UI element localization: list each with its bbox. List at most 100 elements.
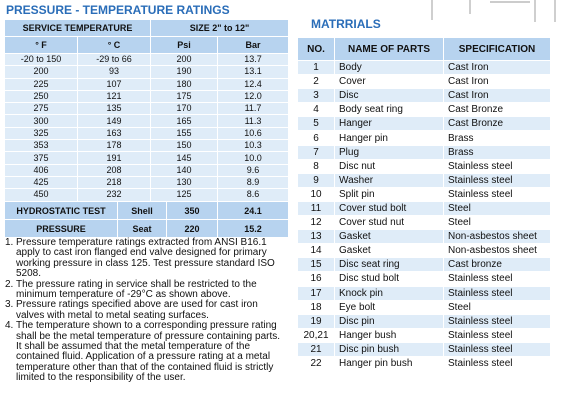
cell: 4	[298, 103, 334, 117]
row: 2 Cover Cast Iron	[298, 75, 550, 89]
cell: Steel	[444, 300, 550, 314]
cell: 375	[5, 152, 77, 164]
cell: 10.6	[218, 127, 288, 140]
row: 14 Gasket Non-asbestos sheet	[298, 244, 550, 258]
cell: 6	[298, 131, 334, 145]
cell: 300	[5, 115, 77, 127]
cell: 12.0	[218, 90, 288, 103]
cell: Cover stud nut	[335, 216, 443, 230]
cell: 406	[5, 164, 77, 176]
cell: -29 to 66	[78, 54, 150, 66]
cell: 16	[298, 272, 334, 286]
cell: Cast bronze	[444, 258, 550, 272]
cell: 7	[298, 145, 334, 159]
cell: 178	[78, 140, 150, 152]
cell: 10	[298, 187, 334, 201]
row: 19 Disc pin Stainless steel	[298, 314, 550, 328]
cell: 140	[151, 164, 217, 176]
row: 425 218 130 8.9	[5, 176, 288, 189]
cell: Cast Iron	[444, 61, 550, 75]
cell: 170	[151, 103, 217, 115]
header-cell: SIZE 2" to 12"	[151, 20, 288, 36]
cell: Non-asbestos sheet	[444, 230, 550, 244]
cell: 155	[151, 127, 217, 140]
cell: Stainless steel	[444, 187, 550, 201]
cell: Cover	[335, 75, 443, 89]
row: -20 to 150 -29 to 66 200 13.7	[5, 54, 288, 66]
cell: 350	[167, 202, 217, 219]
row: 250 121 175 12.0	[5, 90, 288, 103]
cell: Eye bolt	[335, 300, 443, 314]
left-title: PRESSURE - TEMPERATURE RATINGS	[6, 3, 230, 17]
row: 300 149 165 11.3	[5, 115, 288, 127]
row: 325 163 155 10.6	[5, 127, 288, 140]
cell: 9	[298, 173, 334, 187]
cell: 1	[298, 61, 334, 75]
cell: 22	[298, 356, 334, 371]
row: 4 Body seat ring Cast Bronze	[298, 103, 550, 117]
cell: Cast Bronze	[444, 103, 550, 117]
cell: Split pin	[335, 187, 443, 201]
cell: 12.4	[218, 78, 288, 90]
row: 16 Disc stud bolt Stainless steel	[298, 272, 550, 286]
cell: Stainless steel	[444, 342, 550, 356]
cell: 175	[151, 90, 217, 103]
cell: 218	[78, 176, 150, 189]
cell: 145	[151, 152, 217, 164]
cell: Brass	[444, 131, 550, 145]
note-text: Pressure ratings specified above are use…	[16, 299, 258, 321]
cell: Body seat ring	[335, 103, 443, 117]
row: 10 Split pin Stainless steel	[298, 187, 550, 201]
cell: 13.1	[218, 66, 288, 78]
cell: 163	[78, 127, 150, 140]
cell: Body	[335, 61, 443, 75]
cell: 24.1	[218, 202, 288, 219]
cell: Hanger	[335, 117, 443, 131]
row: 22 Hanger pin bush Stainless steel	[298, 356, 550, 371]
cell: 353	[5, 140, 77, 152]
row: 6 Hanger pin Brass	[298, 131, 550, 145]
row: 17 Knock pin Stainless steel	[298, 286, 550, 300]
note-number: 3.	[5, 299, 14, 311]
cell: Shell	[118, 202, 166, 219]
cell: 225	[5, 78, 77, 90]
cell: 12	[298, 216, 334, 230]
cell: Steel	[444, 201, 550, 216]
cell: 8.6	[218, 189, 288, 201]
cell: Stainless steel	[444, 272, 550, 286]
cell: Stainless steel	[444, 314, 550, 328]
note-number: 1.	[5, 237, 14, 248]
row: 21 Disc pin bush Stainless steel	[298, 342, 550, 356]
cell: 21	[298, 342, 334, 356]
test-table: HYDROSTATIC TEST Shell 350 24.1 PRESSURE Seat…	[4, 201, 289, 238]
cell: Gasket	[335, 244, 443, 258]
header-cell: ° C	[78, 37, 150, 53]
cell: Cast Iron	[444, 75, 550, 89]
cell: 107	[78, 78, 150, 90]
right-title: MATRRIALS	[311, 17, 381, 31]
row: 18 Eye bolt Steel	[298, 300, 550, 314]
cell: 2	[298, 75, 334, 89]
header-cell: Bar	[218, 37, 288, 53]
cell: HYDROSTATIC TEST	[5, 202, 117, 219]
header-cell: NAME OF PARTS	[335, 38, 443, 60]
cell: 200	[5, 66, 77, 78]
note: 4. The temperature shown to a correspondi…	[5, 321, 287, 384]
row: 5 Hanger Cast Bronze	[298, 117, 550, 131]
cell: 11.7	[218, 103, 288, 115]
row: 275 135 170 11.7	[5, 103, 288, 115]
cell: 17	[298, 286, 334, 300]
header-cell: SERVICE TEMPERATURE	[5, 20, 150, 36]
cell: Washer	[335, 173, 443, 187]
cell: 150	[151, 140, 217, 152]
cell: 425	[5, 176, 77, 189]
cell: 11.3	[218, 115, 288, 127]
cell: -20 to 150	[5, 54, 77, 66]
cell: 93	[78, 66, 150, 78]
cell: 208	[78, 164, 150, 176]
cell: Stainless steel	[444, 356, 550, 371]
cell: Stainless steel	[444, 286, 550, 300]
cell: 15.2	[218, 220, 288, 237]
cell: Disc stud bolt	[335, 272, 443, 286]
cell: 13	[298, 230, 334, 244]
